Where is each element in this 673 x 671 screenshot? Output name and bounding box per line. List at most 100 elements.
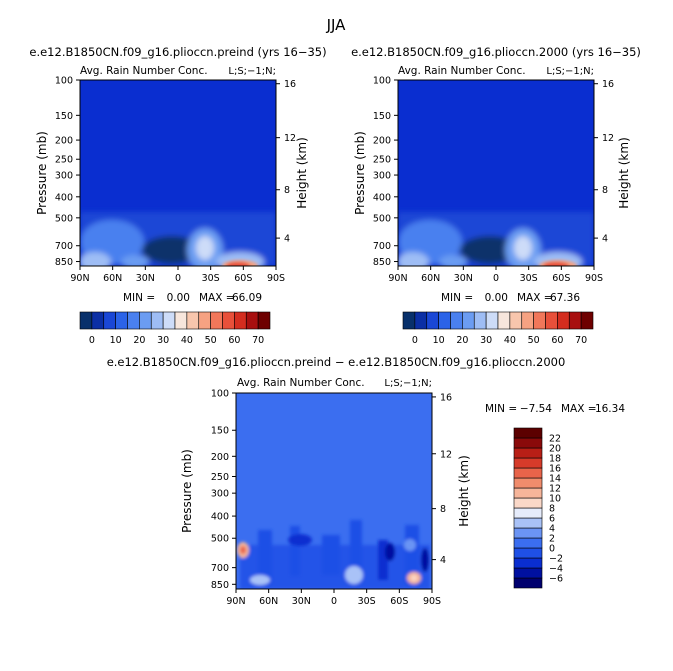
x-tick-label: 0 [175, 273, 181, 284]
y-tick-label: 100 [373, 76, 391, 87]
panel-difference: e.e12.B1850CN.f09_g16.plioccn.preind − e… [107, 355, 626, 607]
colorbar-label: 30 [480, 335, 492, 346]
x-tick-label: 30S [358, 596, 376, 607]
y-tick-label: 100 [55, 76, 73, 87]
colorbar-swatch [222, 311, 235, 330]
colorbar-label: 0 [412, 335, 418, 346]
max-label: MAX = [199, 292, 235, 304]
y-tick-label: 150 [373, 111, 391, 122]
right-y-tick-label: 12 [284, 133, 296, 144]
axis-ticks: 90N 60N 30N 0 30S 60S 90S 100 150 200 250 300 400 500… [55, 76, 296, 285]
right-y-tick-label: 16 [602, 79, 614, 90]
y-tick-label: 850 [211, 580, 229, 591]
colorbar-swatch [438, 311, 451, 330]
colorbar-label: 50 [205, 335, 217, 346]
colorbar-label: 20 [456, 335, 468, 346]
colorbar-swatch [150, 311, 164, 330]
colorbar: 0 10 20 30 40 50 60 70 [402, 311, 594, 346]
y-tick-label: 100 [211, 389, 229, 400]
right-y-axis-label: Height (km) [457, 455, 471, 526]
colorbar: 0 10 20 30 40 50 60 70 [79, 311, 271, 346]
y-axis-label: Pressure (mb) [35, 131, 49, 215]
right-y-tick-label: 8 [284, 185, 290, 196]
colorbar-swatch [513, 457, 543, 469]
y-axis-label: Pressure (mb) [180, 449, 194, 533]
heatmap-field [80, 80, 276, 266]
y-tick-label: 700 [55, 241, 73, 252]
y-tick-label: 700 [373, 241, 391, 252]
colorbar-swatch [234, 311, 247, 330]
x-tick-label: 60S [234, 273, 252, 284]
x-tick-label: 60N [103, 273, 122, 284]
colorbar-swatch [497, 311, 511, 330]
x-tick-label: 90N [70, 273, 89, 284]
x-tick-label: 90S [423, 596, 441, 607]
panel-corner-label: L;S;−1;N; [228, 66, 276, 77]
colorbar-label: 10 [549, 494, 561, 505]
colorbar-label: 8 [549, 504, 555, 515]
colorbar-swatch [198, 311, 211, 330]
colorbar-label: 70 [252, 335, 264, 346]
y-tick-label: 500 [373, 213, 391, 224]
colorbar-label: 4 [549, 524, 555, 535]
colorbar-swatch [513, 477, 543, 489]
min-label: MIN = [441, 292, 473, 304]
colorbar-swatch [513, 497, 543, 509]
colorbar-swatch [245, 311, 259, 330]
colorbar-label: 16 [549, 464, 561, 475]
colorbar-label: 20 [133, 335, 145, 346]
axis-ticks: 90N 60N 30N 0 30S 60S 90S 100 150 200 250 300 400 500… [211, 389, 452, 608]
colorbar-label: 50 [528, 335, 540, 346]
y-tick-label: 700 [211, 563, 229, 574]
colorbar-label: 14 [549, 474, 561, 485]
colorbar-swatch [513, 557, 543, 569]
colorbar-label: 10 [110, 335, 122, 346]
x-tick-label: 0 [331, 596, 337, 607]
y-tick-label: 400 [55, 192, 73, 203]
colorbar-swatch [210, 311, 223, 330]
x-tick-label: 60S [390, 596, 408, 607]
colorbar-label: 10 [433, 335, 445, 346]
colorbar-swatch [509, 311, 523, 330]
max-label: MAX = [517, 292, 553, 304]
colorbar-swatch [513, 537, 543, 549]
colorbar-label: −6 [549, 574, 563, 585]
max-value: 67.36 [550, 292, 580, 304]
colorbar-swatch [485, 311, 499, 330]
colorbar-label: 60 [228, 335, 240, 346]
right-y-tick-label: 8 [440, 504, 446, 515]
panel-title: e.e12.B1850CN.f09_g16.plioccn.preind − e… [107, 355, 566, 369]
y-tick-label: 850 [373, 257, 391, 268]
colorbar-swatch [462, 311, 475, 330]
x-tick-label: 90N [226, 596, 245, 607]
min-value: 0.00 [485, 292, 508, 304]
colorbar-label: 60 [551, 335, 563, 346]
y-tick-label: 500 [55, 213, 73, 224]
panel-title: e.e12.B1850CN.f09_g16.plioccn.preind (yr… [29, 45, 326, 59]
colorbar-swatch [139, 311, 152, 330]
colorbar-swatch [513, 527, 543, 539]
min-label: MIN = [485, 403, 517, 415]
colorbar-label: 0 [549, 544, 555, 555]
colorbar-swatch [568, 311, 582, 330]
colorbar-swatch [513, 427, 543, 439]
colorbar-swatch [473, 311, 487, 330]
colorbar-swatch [513, 467, 543, 479]
y-tick-label: 850 [55, 257, 73, 268]
y-tick-label: 250 [373, 155, 391, 166]
colorbar-swatch [513, 507, 543, 519]
panel-corner-label: L;S;−1;N; [384, 378, 432, 389]
colorbar-label: 70 [575, 335, 587, 346]
panel-corner-label: L;S;−1;N; [546, 66, 594, 77]
min-value: −7.54 [520, 403, 552, 415]
x-tick-label: 90S [585, 273, 603, 284]
panel-subtitle: Avg. Rain Number Conc. [398, 65, 526, 77]
min-value: 0.00 [167, 292, 190, 304]
y-tick-label: 250 [211, 472, 229, 483]
y-tick-label: 300 [211, 489, 229, 500]
colorbar-label: 2 [549, 534, 555, 545]
x-tick-label: 0 [493, 273, 499, 284]
right-y-tick-label: 4 [602, 234, 608, 245]
